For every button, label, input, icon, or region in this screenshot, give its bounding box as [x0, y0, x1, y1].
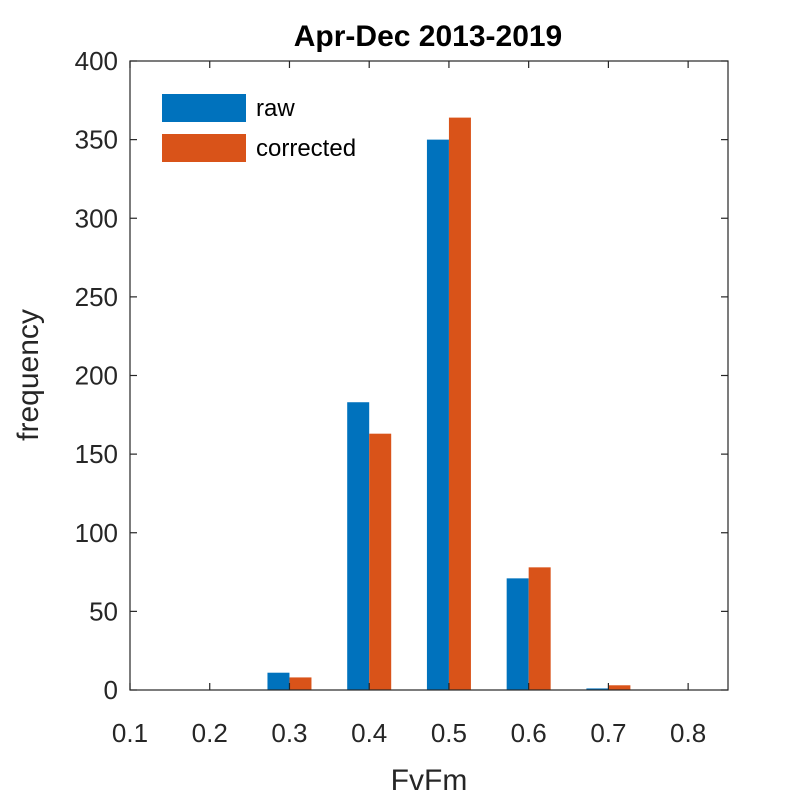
- y-tick-label: 400: [75, 46, 118, 76]
- y-tick-label: 350: [75, 125, 118, 155]
- x-tick-label: 0.7: [590, 718, 626, 748]
- x-tick-label: 0.3: [271, 718, 307, 748]
- legend-swatch-corrected: [162, 134, 246, 162]
- y-tick-label: 150: [75, 439, 118, 469]
- bar-corrected-0.5: [448, 117, 471, 691]
- legend: raw corrected: [162, 94, 356, 162]
- y-tick-label: 250: [75, 282, 118, 312]
- x-tick-label: 0.8: [670, 718, 706, 748]
- legend-swatch-raw: [162, 94, 246, 122]
- bar-raw-0.6: [506, 578, 529, 690]
- y-axis-label: frequency: [12, 309, 45, 441]
- x-tick-label: 0.6: [511, 718, 547, 748]
- bar-raw-0.5: [426, 139, 449, 690]
- y-tick-label: 0: [104, 675, 118, 705]
- y-tick-label: 50: [89, 596, 118, 626]
- bar-raw-0.7: [586, 688, 609, 690]
- chart-title: Apr-Dec 2013-2019: [294, 20, 563, 53]
- bar-corrected-0.4: [369, 433, 392, 690]
- legend-label-corrected: corrected: [256, 135, 356, 162]
- bar-raw-0.3: [267, 672, 290, 690]
- legend-label-raw: raw: [256, 95, 295, 122]
- bar-corrected-0.7: [608, 685, 631, 690]
- bars-group: [267, 117, 631, 691]
- x-tick-label: 0.1: [112, 718, 148, 748]
- bar-raw-0.4: [347, 402, 370, 690]
- y-tick-label: 100: [75, 518, 118, 548]
- x-axis-label: FvFm: [391, 764, 468, 797]
- y-tick-label: 300: [75, 203, 118, 233]
- x-tick-label: 0.4: [351, 718, 387, 748]
- x-tick-labels: 0.1 0.2 0.3 0.4 0.5 0.6 0.7 0.8: [112, 718, 706, 748]
- x-tick-label: 0.5: [431, 718, 467, 748]
- bar-corrected-0.3: [289, 677, 312, 690]
- y-tick-labels: 0 50 100 150 200 250 300 350 400: [75, 46, 118, 705]
- x-tick-label: 0.2: [192, 718, 228, 748]
- y-tick-label: 200: [75, 361, 118, 391]
- bar-corrected-0.6: [528, 567, 551, 690]
- axis-ticks: [129, 60, 728, 691]
